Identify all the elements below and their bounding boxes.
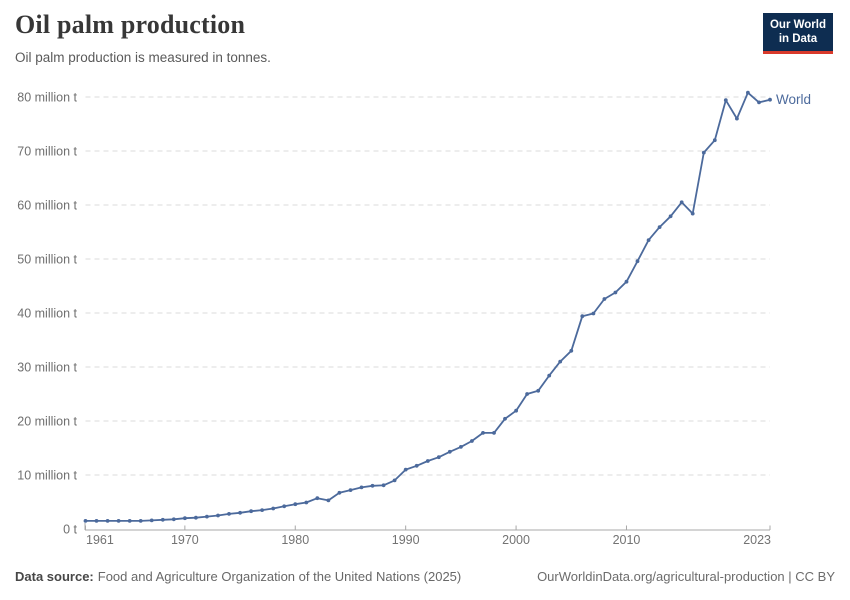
- data-point: [569, 348, 574, 353]
- data-point: [558, 359, 563, 364]
- data-point: [315, 496, 320, 501]
- data-point: [127, 519, 132, 523]
- data-point: [160, 517, 165, 522]
- data-point: [94, 519, 99, 523]
- data-point: [613, 290, 618, 295]
- data-point: [183, 516, 187, 521]
- chart-footer: Data source: Food and Agriculture Organiz…: [15, 569, 835, 584]
- data-point: [271, 506, 276, 511]
- x-tick-label: 2000: [502, 533, 530, 547]
- y-tick-label: 60 million t: [17, 199, 77, 213]
- data-source-label: Data source:: [15, 569, 94, 584]
- data-point: [657, 225, 662, 230]
- data-point: [436, 455, 441, 460]
- data-point: [746, 90, 750, 95]
- data-point: [514, 408, 518, 413]
- data-point: [194, 515, 198, 520]
- data-point: [105, 519, 110, 523]
- x-tick-label: 1980: [281, 533, 309, 547]
- y-tick-label: 70 million t: [17, 145, 77, 159]
- data-point: [83, 519, 88, 523]
- owid-logo-line2: in Data: [778, 32, 818, 45]
- data-point: [668, 214, 673, 219]
- data-point: [768, 97, 772, 102]
- y-tick-label: 50 million t: [17, 253, 77, 267]
- x-tick-label: 1970: [171, 533, 199, 547]
- data-point: [591, 311, 596, 316]
- data-point: [293, 502, 298, 507]
- owid-logo-line1: Our World: [769, 19, 826, 31]
- y-tick-label: 30 million t: [17, 361, 77, 375]
- data-point: [348, 488, 353, 492]
- data-point: [646, 238, 651, 243]
- data-point: [602, 297, 607, 301]
- data-point: [712, 138, 717, 143]
- data-point: [503, 416, 507, 421]
- data-point: [735, 116, 739, 121]
- data-point: [470, 439, 474, 443]
- world-series-line: [84, 91, 771, 522]
- data-point: [635, 259, 640, 264]
- data-point: [304, 500, 309, 505]
- data-point: [116, 519, 121, 523]
- data-point: [171, 517, 176, 522]
- data-point: [580, 314, 585, 319]
- y-tick-label: 80 million t: [17, 91, 77, 105]
- data-point: [701, 150, 706, 155]
- data-point: [403, 467, 408, 472]
- y-tick-label: 40 million t: [17, 307, 77, 321]
- data-point: [260, 508, 264, 512]
- data-point: [459, 445, 463, 449]
- chart-subtitle: Oil palm production is measured in tonne…: [15, 50, 271, 65]
- y-tick-label: 0 t: [63, 523, 77, 537]
- data-point: [425, 459, 430, 463]
- x-tick-label: 2023: [743, 533, 771, 547]
- data-point: [447, 449, 452, 454]
- data-point: [337, 490, 342, 495]
- data-point: [525, 392, 529, 396]
- data-point: [149, 518, 154, 523]
- x-tick-label: 2010: [613, 533, 641, 547]
- data-point: [227, 512, 231, 516]
- owid-logo: Our World in Data: [762, 13, 833, 54]
- data-point: [359, 485, 364, 490]
- data-point: [216, 513, 220, 518]
- data-point: [282, 504, 287, 509]
- data-source-text: Food and Agriculture Organization of the…: [97, 569, 462, 584]
- data-point: [326, 498, 331, 503]
- data-point: [381, 483, 386, 488]
- y-tick-label: 20 million t: [17, 415, 77, 429]
- chart-title: Oil palm production: [15, 10, 246, 39]
- data-source: Data source: Food and Agriculture Organiz…: [15, 569, 461, 584]
- data-point: [249, 509, 254, 514]
- footer-citation: OurWorldinData.org/agricultural-producti…: [537, 569, 835, 584]
- data-point: [624, 279, 629, 284]
- data-point: [414, 463, 419, 468]
- data-point: [679, 200, 684, 205]
- data-point: [723, 98, 728, 103]
- data-point: [138, 519, 143, 523]
- data-point: [370, 483, 375, 488]
- data-point: [690, 211, 695, 216]
- data-point: [392, 478, 397, 483]
- data-point: [238, 510, 243, 515]
- data-point: [205, 514, 209, 519]
- data-point: [536, 388, 541, 393]
- data-point: [492, 431, 496, 435]
- data-point: [547, 373, 552, 378]
- y-tick-label: 10 million t: [17, 469, 77, 483]
- data-point: [481, 431, 485, 435]
- x-tick-label: 1961: [86, 533, 114, 547]
- data-point: [757, 100, 761, 105]
- entity-label-world: World: [776, 92, 811, 107]
- x-tick-label: 1990: [392, 533, 420, 547]
